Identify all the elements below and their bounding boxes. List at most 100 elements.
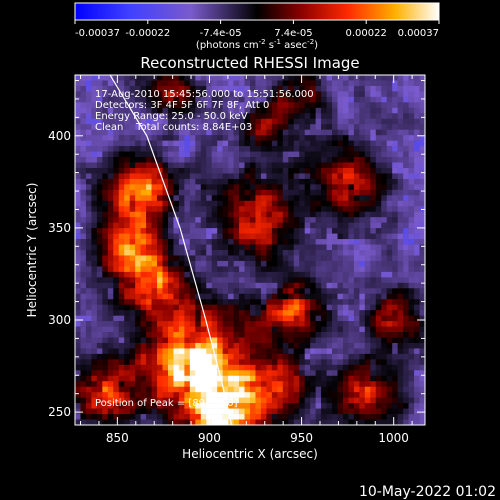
- heatmap-cell: [304, 146, 311, 152]
- heatmap-cell: [255, 266, 262, 273]
- heatmap-cell: [157, 282, 163, 289]
- heatmap-cell: [102, 332, 109, 338]
- heatmap-cell: [167, 299, 174, 305]
- heatmap-cell: [282, 113, 289, 120]
- heatmap-cell: [414, 96, 420, 103]
- heatmap-cell: [403, 96, 409, 103]
- heatmap-cell: [375, 91, 382, 98]
- heatmap-cell: [337, 255, 344, 262]
- heatmap-cell: [271, 189, 278, 196]
- heatmap-cells: [75, 75, 425, 425]
- heatmap-cell: [146, 326, 152, 333]
- heatmap-cell: [370, 293, 377, 300]
- heatmap-cell: [260, 364, 267, 371]
- heatmap-cell: [162, 162, 169, 169]
- heatmap-cell: [222, 414, 229, 420]
- heatmap-cell: [228, 299, 234, 305]
- heatmap-cell: [348, 222, 355, 229]
- heatmap-cell: [260, 288, 267, 295]
- heatmap-cell: [342, 113, 349, 120]
- heatmap-cell: [129, 189, 136, 196]
- heatmap-cell: [96, 85, 103, 92]
- heatmap-cell: [386, 124, 393, 130]
- heatmap-cell: [151, 233, 158, 240]
- heatmap-cell: [140, 85, 147, 92]
- heatmap-cell: [315, 403, 322, 409]
- heatmap-cell: [239, 326, 245, 333]
- heatmap-cell: [375, 353, 382, 360]
- heatmap-cell: [146, 167, 152, 174]
- heatmap-cell: [124, 337, 130, 344]
- heatmap-cell: [151, 277, 158, 284]
- heatmap-cell: [91, 228, 98, 234]
- heatmap-cell: [96, 80, 103, 87]
- heatmap-cell: [266, 353, 273, 360]
- heatmap-cell: [206, 239, 213, 245]
- heatmap-cell: [370, 200, 377, 207]
- heatmap-cell: [184, 386, 191, 393]
- heatmap-cell: [200, 277, 207, 284]
- heatmap-cell: [200, 167, 207, 174]
- heatmap-cell: [184, 397, 191, 404]
- heatmap-cell: [162, 408, 169, 415]
- heatmap-cell: [244, 414, 251, 420]
- heatmap-cell: [315, 282, 322, 289]
- heatmap-cell: [321, 304, 327, 311]
- heatmap-cell: [151, 386, 158, 393]
- heatmap-cell: [162, 375, 169, 382]
- heatmap-cell: [178, 129, 185, 136]
- heatmap-cell: [403, 250, 409, 256]
- heatmap-cell: [113, 184, 120, 191]
- heatmap-cell: [381, 260, 388, 267]
- heatmap-cell: [211, 135, 218, 141]
- heatmap-cell: [348, 403, 355, 409]
- heatmap-cell: [310, 228, 316, 234]
- heatmap-cell: [178, 113, 185, 120]
- heatmap-cell: [184, 293, 191, 300]
- heatmap-cell: [326, 315, 333, 322]
- heatmap-cell: [332, 239, 338, 245]
- heatmap-cell: [124, 189, 130, 196]
- heatmap-cell: [419, 375, 425, 382]
- heatmap-cell: [310, 392, 316, 398]
- heatmap-cell: [162, 288, 169, 295]
- heatmap-cell: [277, 408, 284, 415]
- heatmap-cell: [228, 211, 234, 218]
- heatmap-cell: [217, 91, 223, 98]
- heatmap-cell: [124, 135, 130, 141]
- heatmap-cell: [304, 233, 311, 240]
- heatmap-cell: [140, 326, 147, 333]
- heatmap-cell: [375, 162, 382, 169]
- heatmap-cell: [140, 129, 147, 136]
- heatmap-cell: [375, 113, 382, 120]
- heatmap-cell: [359, 250, 366, 256]
- heatmap-cell: [244, 370, 251, 377]
- heatmap-cell: [332, 266, 338, 273]
- heatmap-cell: [195, 91, 202, 98]
- heatmap-cell: [233, 315, 240, 322]
- heatmap-cell: [189, 277, 196, 284]
- heatmap-cell: [157, 118, 163, 125]
- heatmap-cell: [217, 359, 223, 366]
- heatmap-cell: [310, 135, 316, 141]
- heatmap-cell: [381, 403, 388, 409]
- heatmap-cell: [211, 260, 218, 267]
- heatmap-cell: [146, 118, 152, 125]
- heatmap-cell: [375, 173, 382, 180]
- heatmap-cell: [167, 326, 174, 333]
- heatmap-cell: [162, 386, 169, 393]
- heatmap-cell: [392, 140, 398, 147]
- heatmap-cell: [233, 162, 240, 169]
- heatmap-cell: [342, 124, 349, 130]
- heatmap-cell: [288, 135, 295, 141]
- heatmap-cell: [91, 140, 98, 147]
- heatmap-cell: [85, 386, 92, 393]
- heatmap-cell: [85, 189, 92, 196]
- heatmap-cell: [140, 189, 147, 196]
- heatmap-cell: [162, 342, 169, 349]
- heatmap-cell: [228, 178, 234, 185]
- heatmap-cell: [299, 102, 305, 109]
- heatmap-cell: [206, 310, 213, 316]
- heatmap-cell: [260, 348, 267, 355]
- heatmap-cell: [96, 124, 103, 130]
